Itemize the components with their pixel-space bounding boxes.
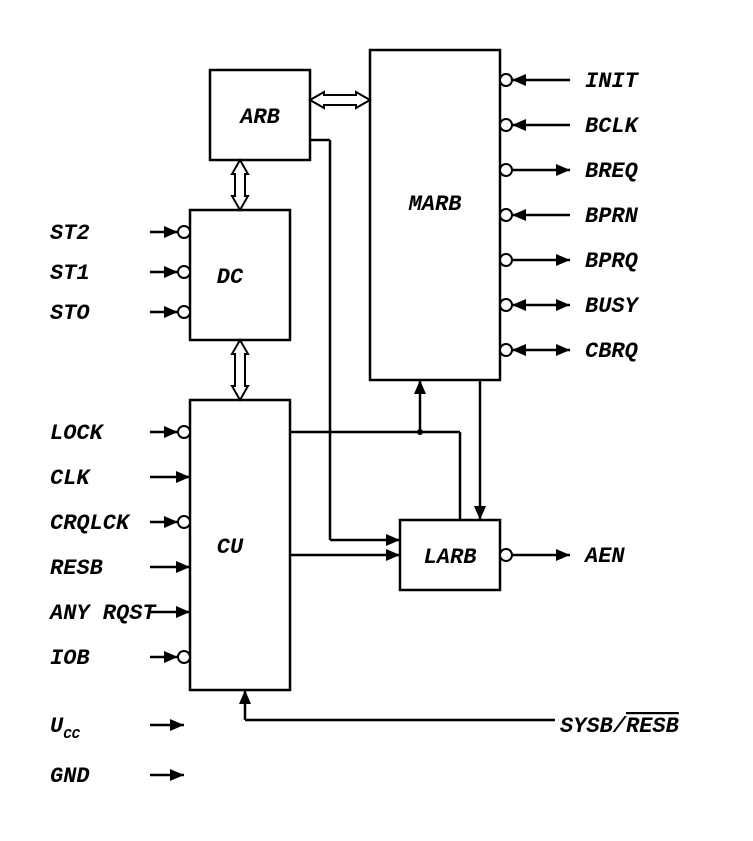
signal-aen: AEN bbox=[583, 544, 625, 569]
block-label-marb: MARB bbox=[408, 192, 462, 217]
hollow-bi-arrow bbox=[232, 160, 248, 210]
signal-ucc: UCC bbox=[50, 714, 81, 743]
inversion-bubble bbox=[178, 226, 190, 238]
signal-breq: BREQ bbox=[585, 159, 638, 184]
hollow-bi-arrow bbox=[232, 340, 248, 400]
signal-any rqst: ANY RQST bbox=[48, 601, 157, 626]
arrowhead bbox=[239, 690, 251, 704]
arrowhead bbox=[164, 516, 178, 528]
arrowhead bbox=[170, 719, 184, 731]
arrowhead bbox=[176, 606, 190, 618]
inversion-bubble bbox=[500, 209, 512, 221]
arrowhead bbox=[512, 74, 526, 86]
inversion-bubble bbox=[178, 651, 190, 663]
arrowhead bbox=[512, 344, 526, 356]
signal-sto: STO bbox=[50, 301, 90, 326]
signal-bprq: BPRQ bbox=[585, 249, 638, 274]
arrowhead bbox=[512, 119, 526, 131]
arrowhead bbox=[176, 561, 190, 573]
signal-sysb-resb: SYSB/RESB bbox=[560, 714, 679, 739]
signal-gnd: GND bbox=[50, 764, 90, 789]
block-label-arb: ARB bbox=[238, 105, 280, 130]
arrowhead bbox=[556, 164, 570, 176]
inversion-bubble bbox=[178, 306, 190, 318]
inversion-bubble bbox=[500, 549, 512, 561]
signal-crqlck: CRQLCK bbox=[50, 511, 131, 536]
arrowhead bbox=[414, 380, 426, 394]
signal-st2: ST2 bbox=[50, 221, 90, 246]
signal-clk: CLK bbox=[50, 466, 91, 491]
signal-cbrq: CBRQ bbox=[585, 339, 638, 364]
signal-bprn: BPRN bbox=[585, 204, 639, 229]
arrowhead bbox=[512, 299, 526, 311]
arrowhead bbox=[556, 549, 570, 561]
signal-resb: RESB bbox=[50, 556, 103, 581]
arrowhead bbox=[164, 266, 178, 278]
arrowhead bbox=[386, 549, 400, 561]
signal-bclk: BCLK bbox=[585, 114, 640, 139]
inversion-bubble bbox=[500, 164, 512, 176]
inversion-bubble bbox=[500, 344, 512, 356]
inversion-bubble bbox=[500, 299, 512, 311]
signal-lock: LOCK bbox=[50, 421, 105, 446]
inversion-bubble bbox=[500, 74, 512, 86]
arrowhead bbox=[512, 209, 526, 221]
arrowhead bbox=[556, 254, 570, 266]
arrowhead bbox=[164, 651, 178, 663]
block-label-cu: CU bbox=[217, 535, 244, 560]
block-label-dc: DC bbox=[217, 265, 244, 290]
signal-busy: BUSY bbox=[585, 294, 640, 319]
hollow-bi-arrow bbox=[310, 92, 370, 108]
junction-dot bbox=[417, 429, 423, 435]
arrowhead bbox=[386, 534, 400, 546]
arrowhead bbox=[556, 344, 570, 356]
arrowhead bbox=[474, 506, 486, 520]
arrowhead bbox=[164, 426, 178, 438]
arrowhead bbox=[556, 299, 570, 311]
signal-init: INIT bbox=[585, 69, 640, 94]
inversion-bubble bbox=[500, 254, 512, 266]
inversion-bubble bbox=[500, 119, 512, 131]
arrowhead bbox=[170, 769, 184, 781]
block-label-larb: LARB bbox=[424, 545, 477, 570]
signal-st1: ST1 bbox=[50, 261, 90, 286]
inversion-bubble bbox=[178, 516, 190, 528]
arrowhead bbox=[164, 226, 178, 238]
inversion-bubble bbox=[178, 266, 190, 278]
arrowhead bbox=[164, 306, 178, 318]
inversion-bubble bbox=[178, 426, 190, 438]
signal-iob: IOB bbox=[50, 646, 90, 671]
arrowhead bbox=[176, 471, 190, 483]
